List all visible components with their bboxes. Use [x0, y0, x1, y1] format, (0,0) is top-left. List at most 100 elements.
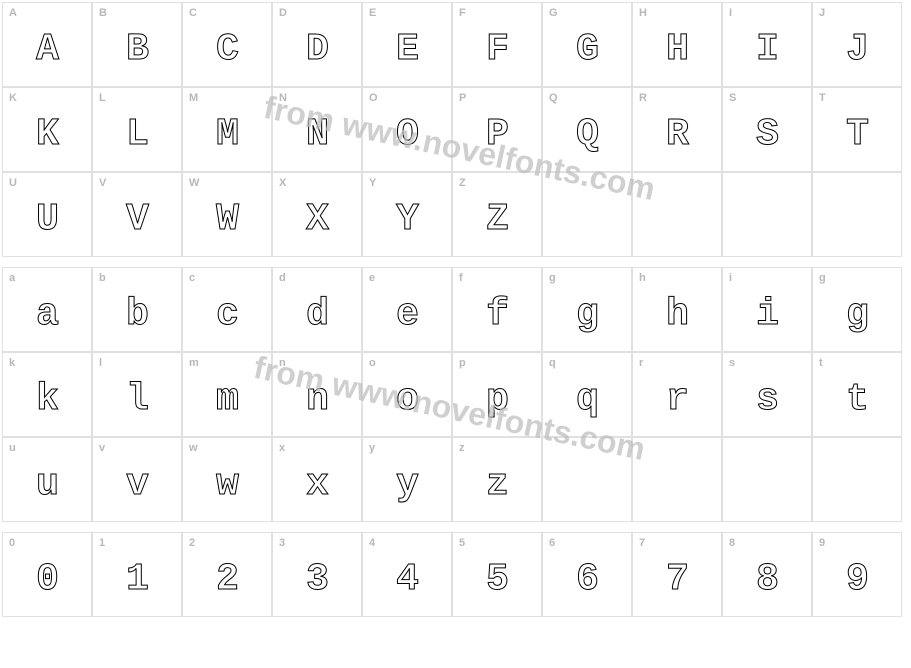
cell-label: o: [369, 357, 376, 369]
charmap-cell-empty: [722, 437, 812, 522]
cell-glyph: U: [36, 197, 58, 240]
charmap-cell: JJ: [812, 2, 902, 87]
cell-glyph: t: [846, 377, 868, 420]
charmap-cell: MM: [182, 87, 272, 172]
cell-label: z: [459, 442, 465, 454]
charmap-cell-empty: [542, 437, 632, 522]
cell-label: N: [279, 92, 287, 104]
charmap-cell: nn: [272, 352, 362, 437]
cell-glyph: q: [576, 377, 598, 420]
cell-label: O: [369, 92, 378, 104]
charmap-grid: AABBCCDDEEFFGGHHIIJJKKLLMMNNOOPPQQRRSSTT…: [0, 0, 911, 619]
cell-label: 4: [369, 537, 375, 549]
charmap-cell: kk: [2, 352, 92, 437]
cell-label: U: [9, 177, 17, 189]
cell-label: 0: [9, 537, 15, 549]
cell-label: G: [549, 7, 558, 19]
charmap-cell: uu: [2, 437, 92, 522]
cell-glyph: k: [36, 377, 58, 420]
cell-glyph: o: [396, 377, 418, 420]
cell-glyph: 0: [36, 557, 58, 600]
charmap-cell: pp: [452, 352, 542, 437]
charmap-cell: RR: [632, 87, 722, 172]
cell-glyph: I: [756, 27, 778, 70]
cell-label: q: [549, 357, 556, 369]
charmap-cell: OO: [362, 87, 452, 172]
cell-label: H: [639, 7, 647, 19]
cell-glyph: g: [576, 292, 598, 335]
cell-glyph: H: [666, 27, 688, 70]
cell-label: k: [9, 357, 15, 369]
charmap-cell: qq: [542, 352, 632, 437]
cell-glyph: i: [756, 292, 778, 335]
cell-glyph: M: [216, 112, 238, 155]
charmap-cell: vv: [92, 437, 182, 522]
cell-glyph: r: [666, 377, 688, 420]
cell-label: c: [189, 272, 195, 284]
cell-glyph: f: [486, 292, 508, 335]
cell-glyph: Q: [576, 112, 598, 155]
cell-label: y: [369, 442, 375, 454]
cell-label: g: [819, 272, 826, 284]
cell-label: 1: [99, 537, 105, 549]
cell-glyph: m: [216, 377, 238, 420]
charmap-cell: KK: [2, 87, 92, 172]
cell-glyph: Y: [396, 197, 418, 240]
cell-label: 2: [189, 537, 195, 549]
cell-label: R: [639, 92, 647, 104]
charmap-cell: mm: [182, 352, 272, 437]
charmap-cell: XX: [272, 172, 362, 257]
cell-glyph: O: [396, 112, 418, 155]
charmap-cell: UU: [2, 172, 92, 257]
charmap-cell: BB: [92, 2, 182, 87]
cell-label: a: [9, 272, 15, 284]
cell-glyph: P: [486, 112, 508, 155]
charmap-cell: HH: [632, 2, 722, 87]
cell-label: m: [189, 357, 199, 369]
charmap-cell-empty: [722, 172, 812, 257]
cell-label: 5: [459, 537, 465, 549]
cell-glyph: J: [846, 27, 868, 70]
cell-label: l: [99, 357, 102, 369]
cell-label: V: [99, 177, 106, 189]
charmap-cell: NN: [272, 87, 362, 172]
cell-label: Q: [549, 92, 558, 104]
cell-label: 9: [819, 537, 825, 549]
cell-label: x: [279, 442, 285, 454]
cell-label: t: [819, 357, 823, 369]
cell-label: 7: [639, 537, 645, 549]
charmap-cell: gg: [812, 267, 902, 352]
cell-glyph: G: [576, 27, 598, 70]
cell-label: F: [459, 7, 466, 19]
charmap-cell: 99: [812, 532, 902, 617]
cell-label: g: [549, 272, 556, 284]
cell-glyph: X: [306, 197, 328, 240]
charmap-cell: 77: [632, 532, 722, 617]
charmap-row: AABBCCDDEEFFGGHHIIJJ: [2, 2, 909, 87]
cell-label: X: [279, 177, 286, 189]
charmap-cell: ZZ: [452, 172, 542, 257]
charmap-cell: zz: [452, 437, 542, 522]
cell-glyph: y: [396, 462, 418, 505]
cell-label: A: [9, 7, 17, 19]
cell-glyph: V: [126, 197, 148, 240]
cell-label: h: [639, 272, 646, 284]
cell-glyph: l: [126, 377, 148, 420]
cell-glyph: B: [126, 27, 148, 70]
charmap-cell: YY: [362, 172, 452, 257]
cell-glyph: 4: [396, 557, 418, 600]
charmap-cell: yy: [362, 437, 452, 522]
charmap-cell: ee: [362, 267, 452, 352]
cell-glyph: 5: [486, 557, 508, 600]
charmap-cell: SS: [722, 87, 812, 172]
cell-glyph: 1: [126, 557, 148, 600]
cell-label: n: [279, 357, 286, 369]
cell-glyph: d: [306, 292, 328, 335]
cell-label: p: [459, 357, 466, 369]
cell-glyph: T: [846, 112, 868, 155]
charmap-cell: 22: [182, 532, 272, 617]
charmap-row: aabbccddeeffgghhiigg: [2, 267, 909, 352]
cell-glyph: b: [126, 292, 148, 335]
cell-label: 8: [729, 537, 735, 549]
cell-glyph: x: [306, 462, 328, 505]
